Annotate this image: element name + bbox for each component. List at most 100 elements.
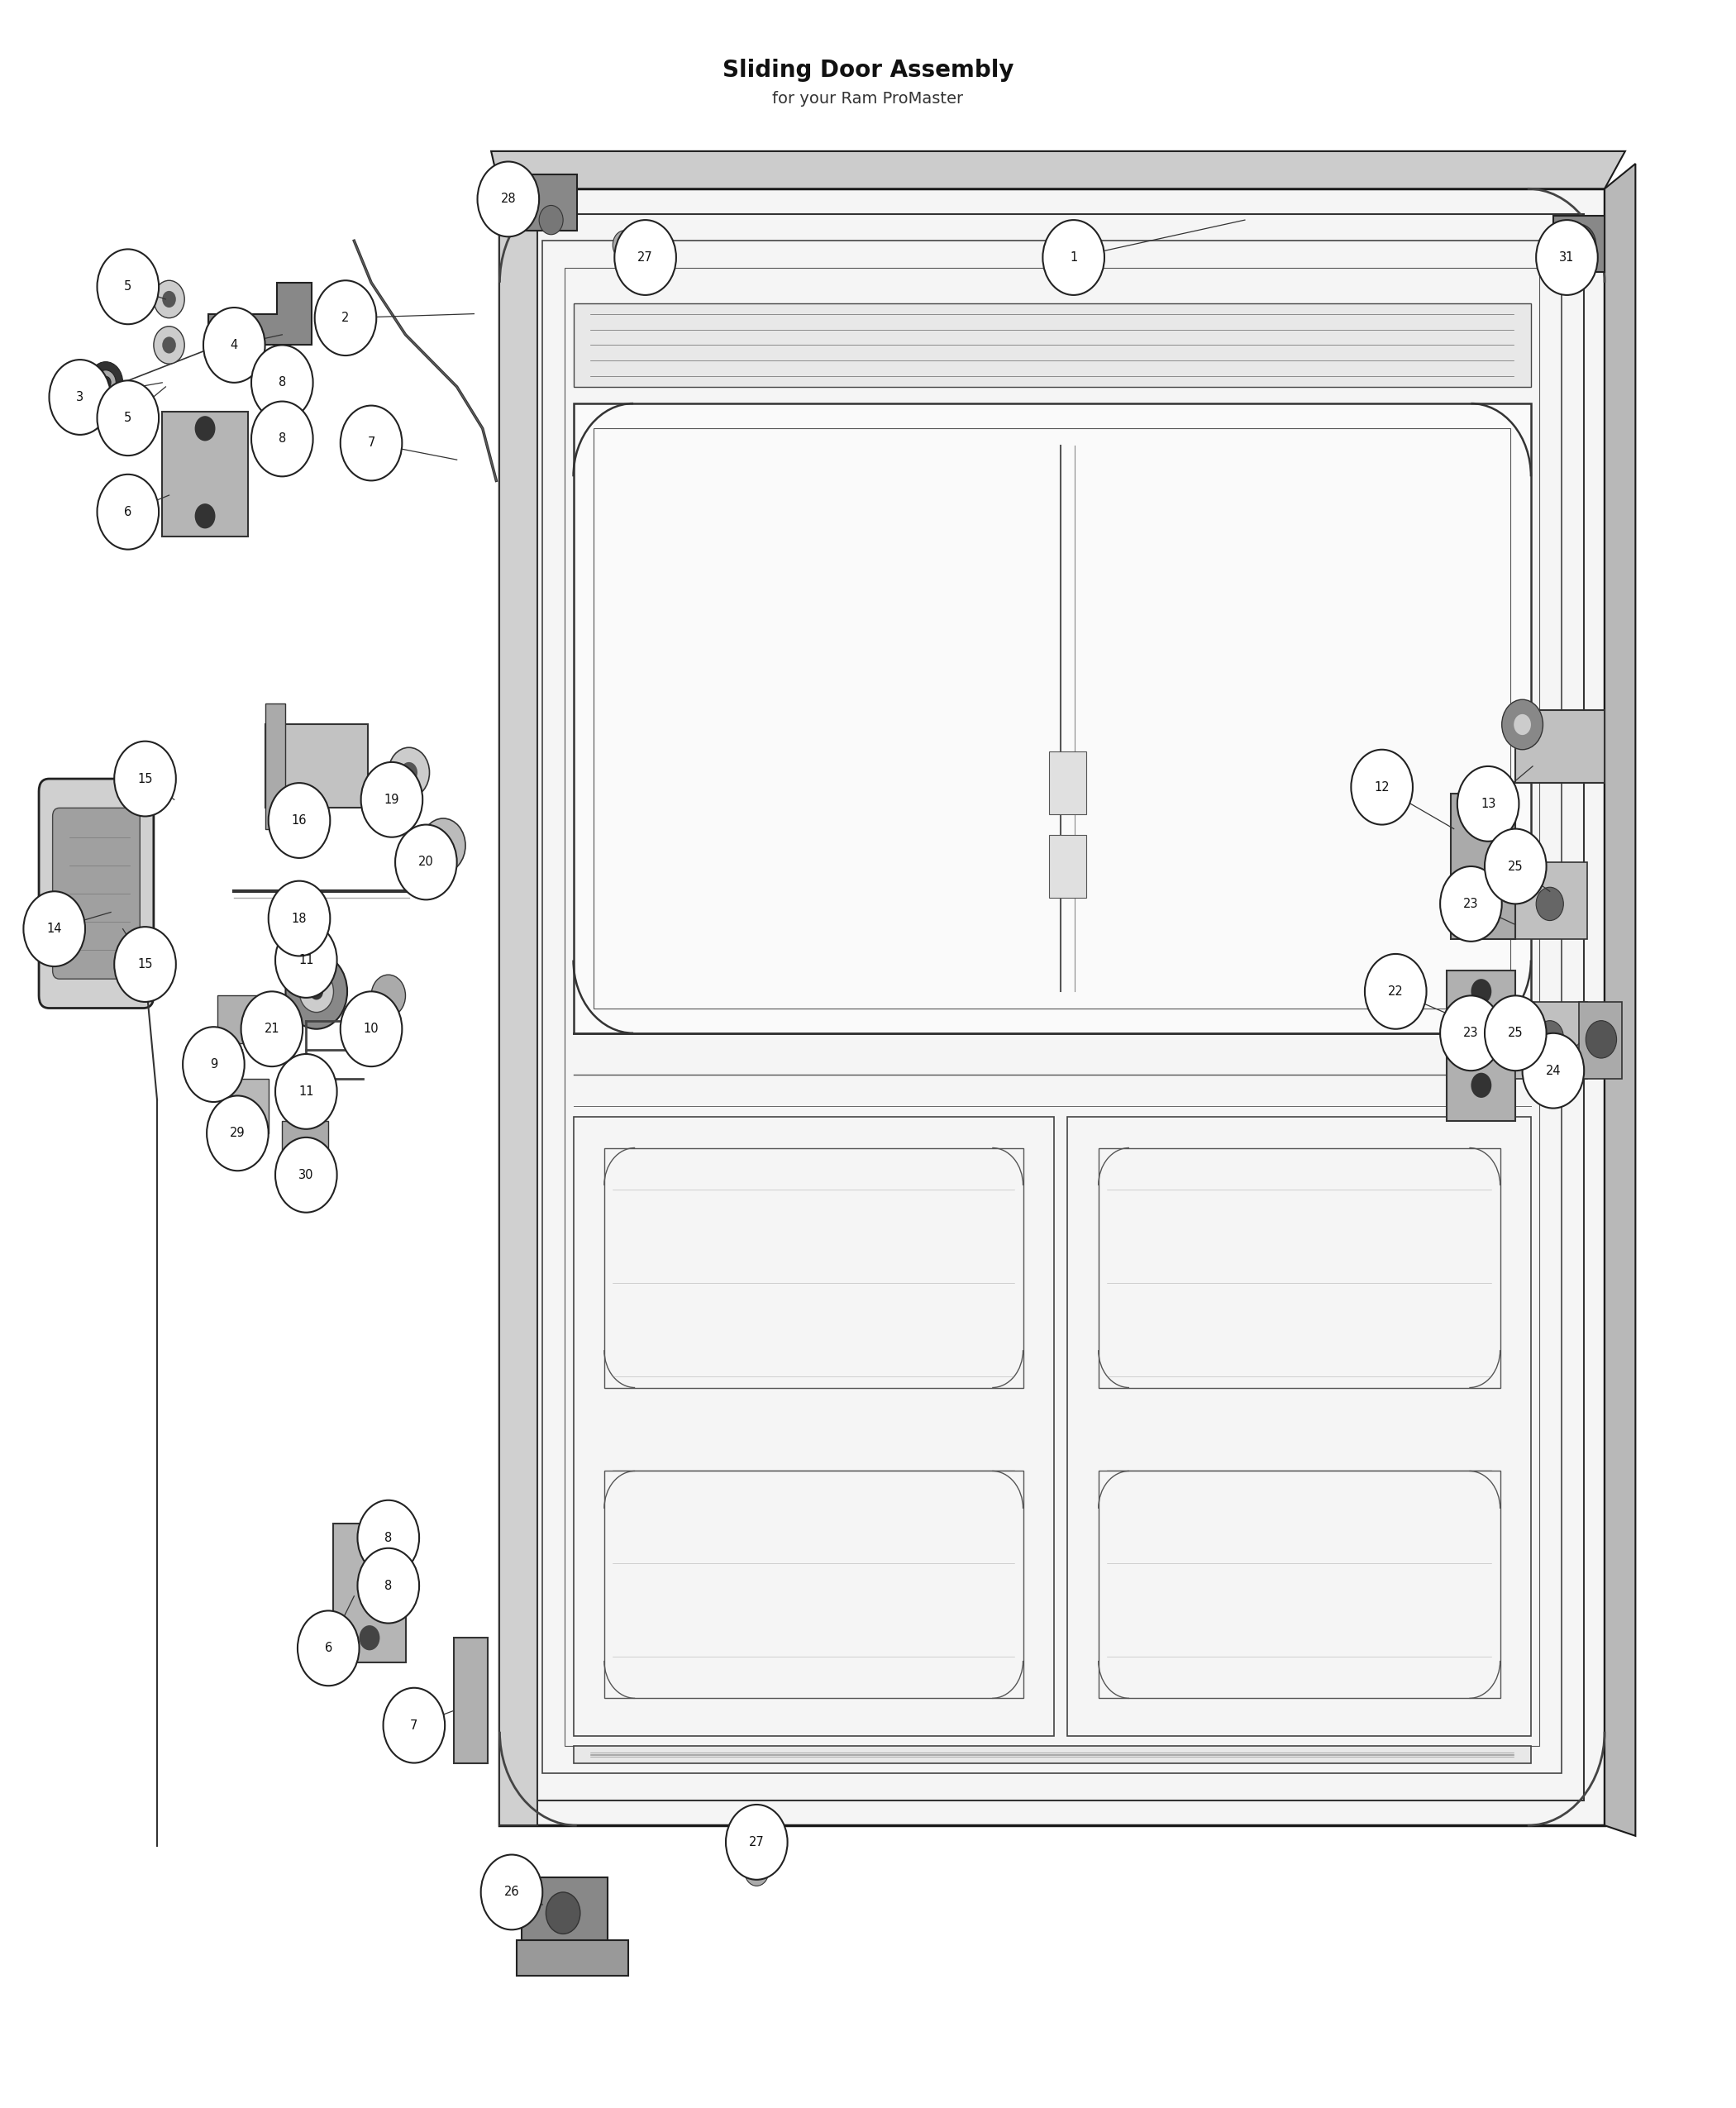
Circle shape (299, 970, 333, 1012)
Circle shape (207, 1096, 269, 1170)
Circle shape (95, 371, 116, 394)
Circle shape (297, 1611, 359, 1686)
Circle shape (359, 1625, 380, 1651)
Circle shape (398, 1524, 408, 1535)
Text: Sliding Door Assembly: Sliding Door Assembly (722, 59, 1014, 82)
Circle shape (389, 748, 429, 797)
Circle shape (1536, 887, 1564, 921)
Circle shape (203, 308, 266, 384)
Polygon shape (573, 1117, 1054, 1735)
Circle shape (1536, 1020, 1564, 1054)
Circle shape (401, 763, 417, 782)
Polygon shape (208, 282, 311, 346)
Circle shape (1457, 767, 1519, 841)
Circle shape (727, 1836, 752, 1866)
Text: 15: 15 (137, 772, 153, 784)
Circle shape (540, 204, 562, 234)
Circle shape (1351, 750, 1413, 824)
Text: 6: 6 (125, 506, 132, 519)
Polygon shape (161, 411, 248, 538)
Circle shape (391, 1516, 415, 1543)
Circle shape (630, 251, 654, 280)
Circle shape (278, 356, 300, 384)
Polygon shape (1516, 862, 1587, 940)
Polygon shape (1049, 835, 1087, 898)
Polygon shape (266, 725, 368, 807)
Circle shape (1484, 995, 1547, 1071)
Circle shape (24, 892, 85, 965)
Text: 29: 29 (229, 1128, 245, 1140)
Circle shape (1364, 955, 1427, 1029)
Circle shape (1536, 219, 1597, 295)
Polygon shape (517, 1939, 628, 1975)
Circle shape (1585, 1020, 1616, 1058)
Text: 31: 31 (1559, 251, 1575, 264)
Circle shape (97, 474, 158, 550)
Text: 12: 12 (1375, 780, 1389, 793)
Circle shape (1043, 219, 1104, 295)
Polygon shape (1516, 1001, 1587, 1079)
Text: 30: 30 (299, 1168, 314, 1180)
Circle shape (340, 991, 403, 1067)
Circle shape (1441, 866, 1502, 942)
Polygon shape (217, 995, 266, 1043)
Text: 9: 9 (210, 1058, 217, 1071)
Circle shape (637, 259, 648, 272)
Circle shape (97, 249, 158, 325)
Circle shape (278, 403, 300, 432)
Circle shape (314, 280, 377, 356)
Circle shape (1502, 700, 1543, 750)
Circle shape (1522, 1033, 1583, 1109)
Text: 23: 23 (1463, 898, 1479, 911)
Polygon shape (523, 1878, 608, 1954)
Circle shape (182, 1027, 245, 1102)
Circle shape (1441, 995, 1502, 1071)
Circle shape (252, 346, 312, 419)
Circle shape (194, 415, 215, 441)
Text: 5: 5 (125, 280, 132, 293)
Circle shape (1470, 978, 1491, 1003)
Circle shape (285, 955, 347, 1029)
Circle shape (269, 881, 330, 957)
Circle shape (391, 1560, 415, 1589)
Circle shape (1470, 1073, 1491, 1098)
Circle shape (434, 835, 451, 856)
Circle shape (115, 742, 175, 816)
Text: 7: 7 (368, 436, 375, 449)
Circle shape (613, 230, 637, 259)
Polygon shape (266, 704, 285, 828)
Text: 3: 3 (76, 390, 83, 403)
Circle shape (477, 162, 540, 236)
Polygon shape (453, 1638, 488, 1762)
Circle shape (89, 363, 123, 403)
Text: 23: 23 (1463, 1027, 1479, 1039)
Circle shape (726, 1804, 788, 1880)
Polygon shape (495, 175, 576, 230)
Text: 28: 28 (500, 194, 516, 204)
Polygon shape (573, 403, 1531, 1033)
Text: 19: 19 (384, 793, 399, 805)
Text: 11: 11 (299, 955, 314, 965)
FancyBboxPatch shape (52, 807, 141, 978)
Circle shape (1514, 715, 1531, 736)
Circle shape (1562, 223, 1595, 266)
FancyBboxPatch shape (38, 778, 155, 1008)
Text: 14: 14 (47, 923, 62, 936)
Circle shape (269, 782, 330, 858)
Circle shape (155, 327, 184, 365)
Circle shape (97, 382, 158, 455)
Text: 25: 25 (1509, 1027, 1522, 1039)
Text: 26: 26 (503, 1887, 519, 1899)
Polygon shape (1451, 793, 1516, 940)
Polygon shape (573, 1745, 1531, 1762)
Polygon shape (1049, 753, 1087, 814)
Polygon shape (1448, 970, 1516, 1121)
Circle shape (252, 401, 312, 476)
Polygon shape (333, 1524, 406, 1663)
Circle shape (276, 923, 337, 997)
Circle shape (420, 818, 465, 873)
Circle shape (358, 1501, 418, 1575)
Polygon shape (1516, 710, 1604, 782)
Circle shape (745, 1857, 769, 1887)
Text: 20: 20 (418, 856, 434, 868)
